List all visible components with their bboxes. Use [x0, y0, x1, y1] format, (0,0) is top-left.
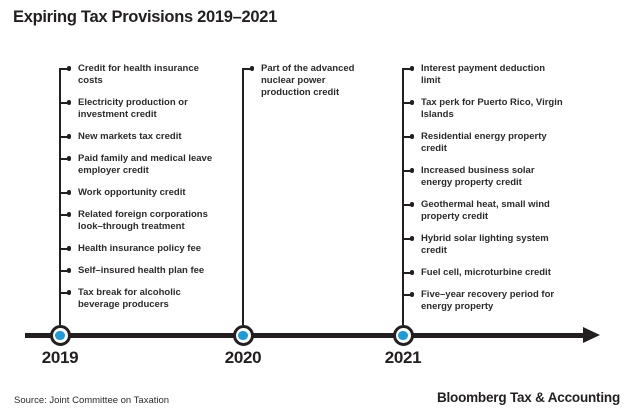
provision-item: New markets tax credit — [59, 131, 225, 143]
provision-item: Paid family and medical leave employer c… — [59, 153, 225, 177]
bullet-tick-icon — [402, 233, 418, 245]
bullet-tick-icon — [402, 165, 418, 177]
timeline-year-group: Credit for health insurance costs Electr… — [42, 58, 252, 378]
provision-text: Work opportunity credit — [78, 187, 186, 198]
year-marker — [392, 325, 414, 346]
bullet-tick-icon — [59, 243, 75, 255]
bullet-tick-icon — [402, 267, 418, 279]
bullet-tick-icon — [59, 153, 75, 165]
year-marker-dot — [238, 330, 248, 341]
connector-vline — [59, 69, 61, 325]
provision-item: Five–year recovery period for energy pro… — [402, 289, 563, 313]
connector-vline — [242, 69, 244, 325]
year-marker-dot — [55, 330, 65, 341]
provision-item: Related foreign corporations look–throug… — [59, 209, 225, 233]
provision-text: Paid family and medical leave employer c… — [78, 153, 213, 176]
bullet-tick-icon — [59, 97, 75, 109]
provision-text: Tax break for alcoholic beverage produce… — [78, 287, 181, 310]
provision-list: Interest payment deduction limit Tax per… — [402, 63, 563, 323]
provision-item: Electricity production or investment cre… — [59, 97, 225, 121]
arrow-right-icon — [583, 327, 600, 343]
provision-text: Geothermal heat, small wind property cre… — [421, 199, 550, 222]
provision-text: Five–year recovery period for energy pro… — [421, 289, 555, 312]
provision-text: Interest payment deduction limit — [421, 63, 546, 86]
bullet-tick-icon — [59, 265, 75, 277]
provision-text: Tax perk for Puerto Rico, Virgin Islands — [421, 97, 563, 120]
year-marker-dot — [398, 330, 408, 341]
year-label: 2019 — [41, 348, 79, 367]
provision-item: Credit for health insurance costs — [59, 63, 225, 87]
provision-text: Self–insured health plan fee — [78, 265, 205, 276]
brand-logo: Bloomberg Tax & Accounting — [436, 390, 620, 405]
source-note: Source: Joint Committee on Taxation — [14, 395, 170, 406]
provision-text: Hybrid solar lighting system credit — [421, 233, 549, 256]
bullet-tick-icon — [402, 97, 418, 109]
bullet-tick-icon — [59, 63, 75, 75]
bullet-tick-icon — [402, 131, 418, 143]
bullet-tick-icon — [59, 131, 75, 143]
connector-vline — [402, 69, 404, 325]
provision-item: Self–insured health plan fee — [59, 265, 225, 277]
bullet-tick-icon — [402, 199, 418, 211]
provision-item: Fuel cell, microturbine credit — [402, 267, 563, 279]
provision-text: Electricity production or investment cre… — [78, 97, 188, 120]
chart-title: Expiring Tax Provisions 2019–2021 — [13, 8, 278, 26]
timeline-year-group: Interest payment deduction limit Tax per… — [385, 58, 605, 378]
bullet-tick-icon — [59, 209, 75, 221]
year-label: 2021 — [384, 348, 422, 367]
provision-item: Hybrid solar lighting system credit — [402, 233, 563, 257]
bullet-tick-icon — [402, 289, 418, 301]
provision-item: Tax perk for Puerto Rico, Virgin Islands — [402, 97, 563, 121]
provision-list: Credit for health insurance costs Electr… — [59, 63, 225, 321]
bullet-tick-icon — [402, 63, 418, 75]
year-label: 2020 — [224, 348, 262, 367]
provision-text: Part of the advanced nuclear power produ… — [261, 63, 355, 98]
provision-text: Residential energy property credit — [421, 131, 547, 154]
provision-item: Increased business solar energy property… — [402, 165, 563, 189]
provision-item: Geothermal heat, small wind property cre… — [402, 199, 563, 223]
timeline-year-group: Part of the advanced nuclear power produ… — [225, 58, 385, 378]
year-marker — [49, 325, 71, 346]
provision-item: Residential energy property credit — [402, 131, 563, 155]
bullet-tick-icon — [242, 63, 258, 75]
timeline-axis — [25, 333, 585, 338]
provision-item: Tax break for alcoholic beverage produce… — [59, 287, 225, 311]
provision-item: Interest payment deduction limit — [402, 63, 563, 87]
provision-list: Part of the advanced nuclear power produ… — [242, 63, 371, 109]
bullet-tick-icon — [59, 187, 75, 199]
provision-text: Fuel cell, microturbine credit — [421, 267, 551, 278]
provision-text: Related foreign corporations look–throug… — [78, 209, 208, 232]
provision-item: Work opportunity credit — [59, 187, 225, 199]
provision-text: Health insurance policy fee — [78, 243, 202, 254]
provision-item: Health insurance policy fee — [59, 243, 225, 255]
provision-text: Credit for health insurance costs — [78, 63, 199, 86]
provision-item: Part of the advanced nuclear power produ… — [242, 63, 371, 99]
year-marker — [232, 325, 254, 346]
provision-text: New markets tax credit — [78, 131, 182, 142]
bullet-tick-icon — [59, 287, 75, 299]
provision-text: Increased business solar energy property… — [421, 165, 535, 188]
